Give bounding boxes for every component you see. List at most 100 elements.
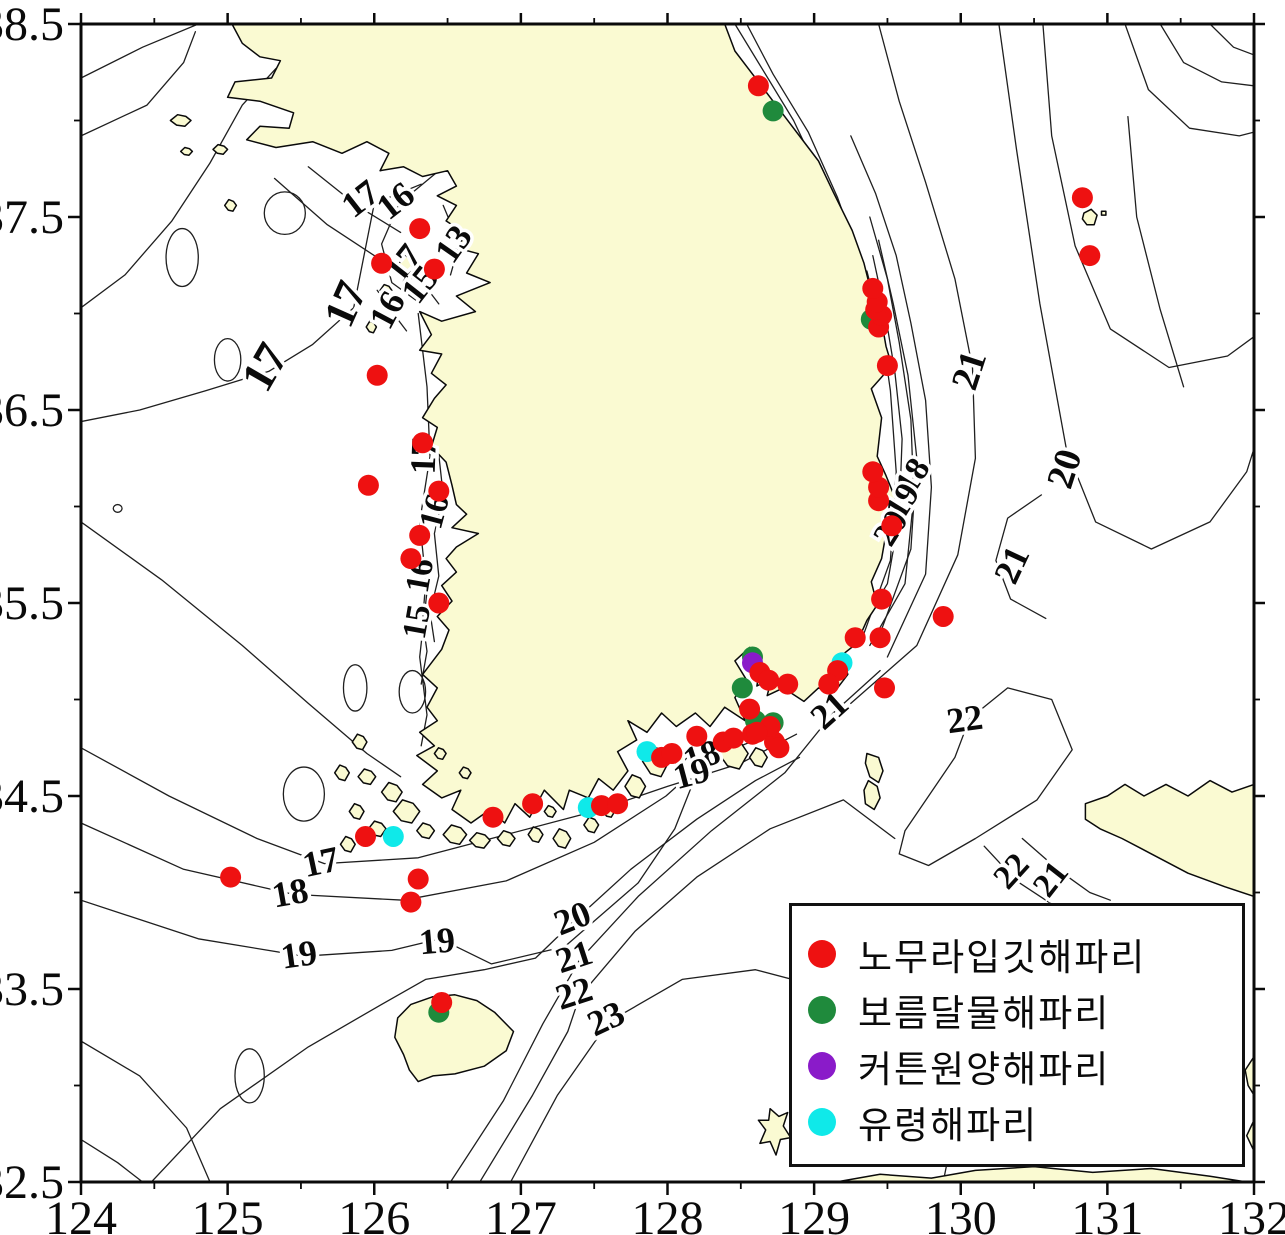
sighting-point (686, 725, 708, 747)
sighting-point (862, 277, 884, 299)
sighting-point (869, 627, 891, 649)
legend-item-curtain: 커튼원양해파리 (792, 1038, 1242, 1094)
small-island (392, 799, 421, 824)
sighting-point (844, 627, 866, 649)
contour-label-18: 18 (269, 870, 311, 916)
species-points-노무라입깃해파리 (220, 75, 1101, 1013)
small-island (416, 822, 436, 840)
sighting-point (409, 524, 431, 546)
x-tick-label: 129 (778, 1192, 850, 1235)
tsushima-north (864, 752, 884, 784)
y-axis-labels: 32.5 33.5 34.5 35.5 36.5 37.5 38.5 (0, 0, 64, 1209)
contour-label-19: 19 (278, 932, 319, 977)
small-island (442, 824, 468, 846)
sighting-point (366, 364, 388, 386)
sighting-point (409, 218, 431, 240)
small-island (496, 829, 516, 847)
legend-item-nomura: 노무라입깃해파리 (792, 926, 1242, 982)
sighting-point (758, 669, 780, 691)
small-island (748, 747, 768, 768)
legend-marker-curtain-icon (808, 1052, 836, 1080)
legend-label-curtain: 커튼원양해파리 (858, 1049, 1111, 1090)
sighting-point (428, 480, 450, 502)
x-tick-label: 124 (45, 1192, 117, 1235)
sighting-point (357, 474, 379, 496)
sighting-point (400, 548, 422, 570)
small-island (552, 828, 572, 849)
sighting-point (591, 795, 612, 817)
japan-honshu (1084, 779, 1254, 898)
contour-label-22: 22 (944, 697, 985, 742)
legend-label-ghost: 유령해파리 (858, 1105, 1039, 1146)
small-island (379, 283, 393, 297)
sighting-point (1071, 187, 1093, 209)
legend-label-moon: 보름달물해파리 (858, 993, 1111, 1034)
sighting-point (818, 673, 840, 695)
x-tick-label: 128 (632, 1192, 704, 1235)
small-island (212, 143, 229, 156)
legend-label-nomura: 노무라입깃해파리 (858, 937, 1147, 978)
legend-item-moon: 보름달물해파리 (792, 982, 1242, 1038)
sighting-point (881, 515, 903, 537)
legend-marker-nomura-icon (808, 940, 836, 968)
sighting-point (932, 606, 954, 627)
sighting-point (412, 432, 434, 454)
sighting-point (382, 826, 404, 847)
sighting-point (876, 355, 898, 377)
sighting-point (607, 793, 629, 815)
axis-ticks (68, 13, 1265, 1195)
small-island (696, 764, 713, 782)
sighting-point (371, 252, 393, 274)
x-tick-label: 130 (925, 1192, 997, 1235)
y-tick-label: 37.5 (0, 191, 64, 244)
sighting-point (739, 698, 761, 720)
ulleungdo-island (1081, 208, 1098, 226)
small-island (348, 802, 365, 820)
sighting-point (871, 588, 893, 610)
sighting-point (482, 806, 504, 828)
sighting-point (220, 866, 242, 888)
x-tick-label: 127 (485, 1192, 557, 1235)
landmasses (169, 24, 1254, 1182)
dokdo-islet (1100, 210, 1107, 216)
sighting-point (777, 673, 799, 695)
small-island (339, 835, 356, 853)
contour-label-19: 19 (417, 919, 456, 962)
small-island (433, 747, 447, 761)
small-island (624, 774, 647, 799)
edge-islet-0 (1244, 1055, 1254, 1096)
y-tick-label: 36.5 (0, 384, 64, 437)
y-tick-label: 32.5 (0, 1156, 64, 1209)
sighting-point (400, 891, 422, 913)
sighting-point (862, 461, 884, 483)
sighting-point (1079, 245, 1101, 267)
legend-marker-moon-icon (808, 996, 836, 1024)
legend-item-ghost: 유령해파리 (792, 1094, 1242, 1150)
legend: 노무라입깃해파리 보름달물해파리 커튼원양해파리 유령해파리 (789, 903, 1245, 1167)
small-island (169, 113, 192, 128)
small-island (458, 766, 472, 780)
y-tick-label: 35.5 (0, 577, 64, 630)
sighting-point (768, 737, 790, 759)
legend-marker-ghost-icon (808, 1108, 836, 1136)
small-island (333, 764, 351, 782)
y-tick-label: 33.5 (0, 963, 64, 1016)
sighting-point (522, 793, 544, 815)
sighting-point (428, 592, 450, 614)
x-tick-label: 132 (1218, 1192, 1285, 1235)
sighting-point (723, 727, 744, 749)
sighting-point (423, 258, 445, 280)
sighting-point (431, 992, 453, 1013)
small-island (179, 146, 194, 156)
sighting-point (731, 677, 753, 699)
tsushima-south (863, 779, 881, 811)
small-island (351, 733, 368, 751)
sighting-point (874, 677, 895, 699)
small-island (380, 781, 403, 803)
y-tick-label: 34.5 (0, 770, 64, 823)
sighting-point (762, 100, 784, 122)
x-tick-label: 131 (1071, 1192, 1143, 1235)
